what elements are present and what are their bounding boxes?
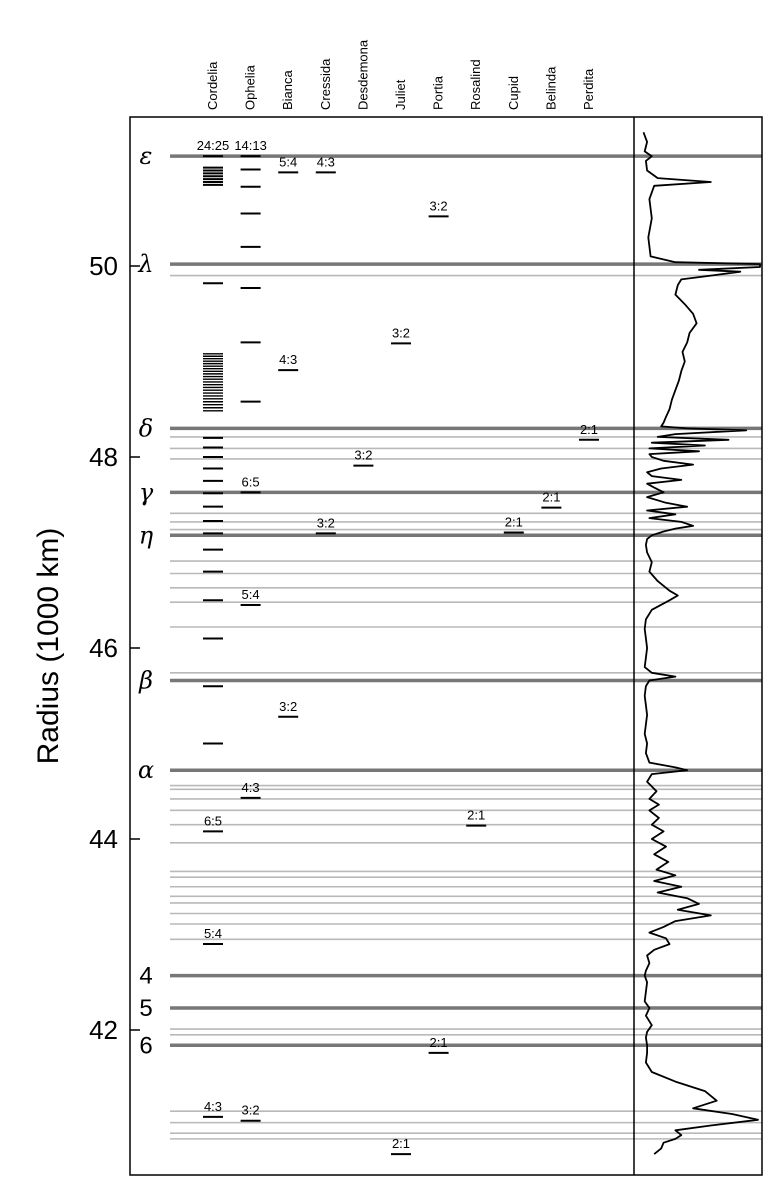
major-ring-label: η — [139, 521, 154, 549]
moon-labels: Cordelia Ophelia Bianca Cressida Desdemona Ju… — [205, 39, 596, 110]
resonance-label: 4:3 — [279, 352, 297, 367]
optical-depth-line — [642, 131, 761, 1155]
moon-label: Belinda — [543, 66, 558, 110]
resonance-label: 2:1 — [580, 422, 598, 437]
y-tick-label: 46 — [89, 633, 118, 663]
major-ring-label: 4 — [139, 963, 152, 990]
y-tick-label: 44 — [89, 824, 118, 854]
resonance-label: 14:13 — [234, 138, 267, 153]
resonance-label: 2:1 — [430, 1035, 448, 1050]
resonance-label: 3:2 — [392, 325, 410, 340]
resonance-label: 5:4 — [242, 587, 260, 602]
moon-label: Cordelia — [205, 61, 220, 110]
resonance-label: 3:2 — [430, 198, 448, 213]
y-tick-label: 50 — [89, 251, 118, 281]
moon-label: Perdita — [581, 68, 596, 110]
moon-label: Juliet — [393, 79, 408, 110]
resonance-label: 3:2 — [317, 515, 335, 530]
y-axis-label: Radius (1000 km) — [32, 528, 65, 765]
major-ring-label: β — [138, 666, 153, 694]
major-ring-label: γ — [139, 478, 154, 506]
resonance-label: 2:1 — [542, 490, 560, 505]
resonance-label: 3:2 — [354, 448, 372, 463]
optical-depth-profile — [642, 131, 761, 1155]
resonance-label: 3:2 — [279, 699, 297, 714]
resonance-label: 4:3 — [204, 1099, 222, 1114]
major-rings: ε λ δ γη β α 4 5 6 — [137, 142, 762, 1059]
moon-label: Cupid — [506, 76, 521, 110]
resonance-label: 2:1 — [505, 514, 523, 529]
y-tick-label: 48 — [89, 442, 118, 472]
resonance-label: 6:5 — [204, 813, 222, 828]
y-axis-ticks: 42 44 46 48 50 — [89, 251, 140, 1045]
resonance-label: 4:3 — [242, 780, 260, 795]
resonance-label: 3:2 — [242, 1103, 260, 1118]
major-ring-label: δ — [139, 414, 153, 442]
resonance-label: 4:3 — [317, 154, 335, 169]
major-ring-label: λ — [137, 250, 153, 278]
moon-label: Portia — [431, 75, 446, 110]
resonance-label: 5:4 — [204, 926, 222, 941]
moon-label: Desdemona — [355, 39, 370, 110]
resonance-label: 5:4 — [279, 154, 297, 169]
major-ring-label: α — [138, 756, 154, 784]
plot-frame — [129, 116, 763, 1176]
resonance-marks: 24:25 14:13 5:4 4:3 3:2 3:2 4:3 2:1 3:2 6:5 2:1 3:2… — [197, 138, 599, 1156]
resonance-label: 6:5 — [242, 474, 260, 489]
moon-label: Cressida — [318, 58, 333, 110]
minor-rings — [170, 274, 762, 1140]
moon-label: Bianca — [280, 69, 295, 110]
moon-label: Ophelia — [243, 64, 258, 110]
y-tick-label: 42 — [89, 1015, 118, 1045]
major-ring-label: 6 — [139, 1032, 152, 1059]
resonance-label: 24:25 — [197, 138, 230, 153]
major-ring-label: ε — [140, 142, 153, 170]
resonance-label: 2:1 — [392, 1136, 410, 1151]
resonance-label: 2:1 — [467, 808, 485, 823]
major-ring-label: 5 — [139, 995, 152, 1022]
moon-label: Rosalind — [468, 59, 483, 110]
